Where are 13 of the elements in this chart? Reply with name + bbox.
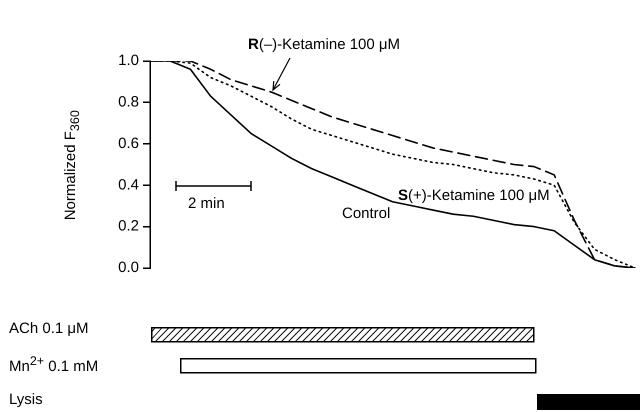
series-label: S(+)-Ketamine 100 μM [398,187,550,204]
text: R(–)-Ketamine 100 μM [248,36,400,53]
y-tick-label: 0.2 [118,218,139,235]
text: Mn$^{2+}$ 0.1 mM [9,354,98,375]
y-tick-label: 0.6 [118,134,139,152]
text: ACh 0.1 μM [9,320,89,337]
y-tick-label: 0.4 [118,176,139,194]
annotation: 2 min [188,195,225,212]
y-tick-label: 0.8 [118,94,139,111]
text: Lysis [9,391,43,408]
y-tick-label: 0.0 [118,259,139,276]
y-tick-label: 1.0 [118,52,139,70]
series-label: Control [342,205,390,222]
